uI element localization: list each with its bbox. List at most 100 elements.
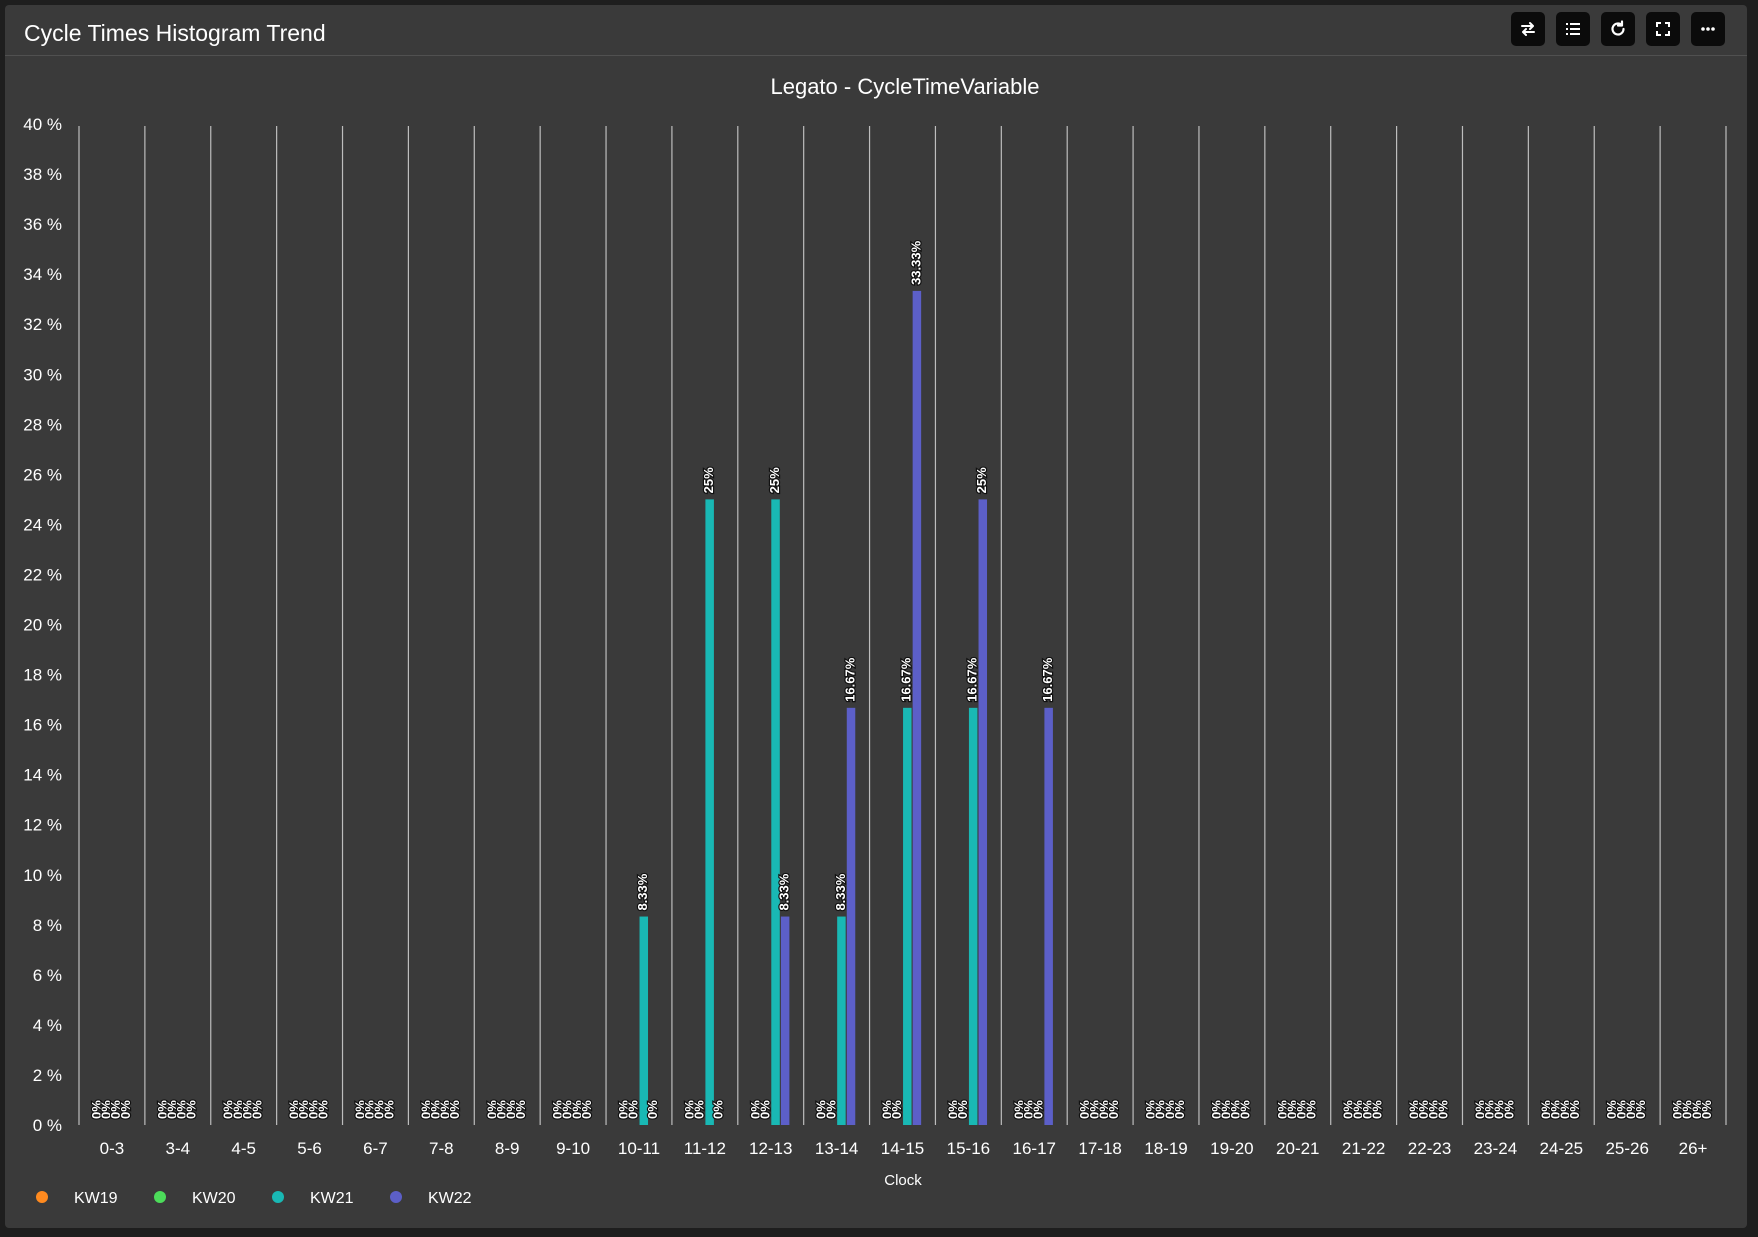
bar[interactable] [968, 707, 978, 1125]
y-tick-label: 28 % [23, 415, 62, 434]
data-label: 0% [1558, 1100, 1573, 1119]
data-label: 0% [880, 1100, 895, 1119]
data-label: 0% [616, 1100, 631, 1119]
bar[interactable] [903, 707, 912, 1125]
more-button[interactable] [1691, 12, 1725, 46]
bar[interactable] [912, 290, 922, 1125]
data-label: 25% [701, 467, 716, 493]
x-tick-label: 23-24 [1474, 1139, 1517, 1158]
legend-item[interactable]: KW19 [36, 1190, 118, 1207]
data-label: 0% [569, 1100, 584, 1119]
y-tick-label: 18 % [23, 666, 62, 685]
x-tick-label: 17-18 [1078, 1139, 1121, 1158]
bar[interactable] [705, 499, 714, 1125]
data-label: 0% [164, 1100, 179, 1119]
data-label: 0% [1604, 1100, 1619, 1119]
x-tick-label: 22-23 [1408, 1139, 1451, 1158]
data-label: 0% [955, 1100, 970, 1119]
data-label: 0% [1030, 1100, 1045, 1119]
data-label: 0% [362, 1100, 377, 1119]
y-tick-label: 10 % [23, 866, 62, 885]
x-tick-label: 11-12 [684, 1139, 726, 1158]
swap-arrows-icon [1521, 22, 1535, 36]
data-label: 0% [691, 1100, 706, 1119]
data-label: 0% [1304, 1100, 1319, 1119]
x-tick-label: 25-26 [1605, 1139, 1648, 1158]
data-label: 0% [1699, 1100, 1714, 1119]
y-tick-label: 22 % [23, 565, 62, 584]
data-label: 0% [1482, 1100, 1497, 1119]
data-label: 0% [1284, 1100, 1299, 1119]
bar[interactable] [780, 916, 790, 1125]
data-label: 0% [240, 1100, 255, 1119]
y-tick-label: 20 % [23, 616, 62, 635]
more-dots-icon [1701, 27, 1715, 31]
data-label: 0% [221, 1100, 236, 1119]
list-button[interactable] [1556, 12, 1590, 46]
data-label: 0% [823, 1100, 838, 1119]
legend-label: KW22 [428, 1190, 472, 1207]
legend-item[interactable]: KW21 [272, 1190, 354, 1207]
x-tick-label: 4-5 [231, 1139, 256, 1158]
data-label: 33.33% [908, 240, 923, 285]
list-icon [1566, 23, 1580, 35]
data-label: 0% [1548, 1100, 1563, 1119]
refresh-button[interactable] [1601, 12, 1635, 46]
x-tick-label: 19-20 [1210, 1139, 1253, 1158]
chart-title: Legato - CycleTimeVariable [770, 74, 1039, 99]
data-label: 0% [626, 1100, 641, 1119]
x-tick-label: 26+ [1679, 1139, 1708, 1158]
data-label: 0% [513, 1100, 528, 1119]
data-label: 0% [296, 1100, 311, 1119]
legend-marker [390, 1191, 402, 1203]
legend-item[interactable]: KW20 [154, 1190, 236, 1207]
data-label: 25% [974, 467, 989, 493]
x-tick-label: 20-21 [1276, 1139, 1319, 1158]
data-label: 0% [503, 1100, 518, 1119]
data-label: 0% [1492, 1100, 1507, 1119]
data-label: 0% [1501, 1100, 1516, 1119]
bar[interactable] [639, 916, 649, 1125]
data-label: 0% [645, 1100, 660, 1119]
y-tick-label: 14 % [23, 766, 62, 785]
legend-item[interactable]: KW22 [390, 1190, 472, 1207]
x-tick-label: 14-15 [881, 1139, 924, 1158]
panel-title: Cycle Times Histogram Trend [24, 20, 326, 46]
legend-label: KW19 [74, 1190, 118, 1207]
y-tick-label: 8 % [33, 916, 62, 935]
data-label: 0% [99, 1100, 114, 1119]
data-label: 16.67% [899, 657, 914, 702]
data-label: 0% [1219, 1100, 1234, 1119]
data-label: 0% [418, 1100, 433, 1119]
bar[interactable] [1044, 707, 1053, 1125]
bar[interactable] [846, 707, 856, 1125]
x-tick-label: 12-13 [749, 1139, 792, 1158]
y-tick-label: 40 % [23, 115, 62, 134]
y-tick-label: 32 % [23, 315, 62, 334]
data-label: 0% [1087, 1100, 1102, 1119]
widget-panel: Cycle Times Histogram Trend [5, 5, 1747, 1228]
y-tick-label: 2 % [33, 1066, 62, 1085]
data-label: 0% [1341, 1100, 1356, 1119]
data-label: 0% [1172, 1100, 1187, 1119]
data-label: 0% [118, 1100, 133, 1119]
swap-button[interactable] [1511, 12, 1545, 46]
bar[interactable] [837, 916, 846, 1125]
data-label: 0% [1077, 1100, 1092, 1119]
x-tick-label: 5-6 [297, 1139, 322, 1158]
data-label: 0% [1416, 1100, 1431, 1119]
data-label: 0% [1472, 1100, 1487, 1119]
data-label: 0% [447, 1100, 462, 1119]
data-label: 0% [560, 1100, 575, 1119]
fullscreen-button[interactable] [1646, 12, 1680, 46]
data-label: 8.33% [635, 873, 650, 910]
bar[interactable] [771, 499, 780, 1125]
data-label: 0% [1538, 1100, 1553, 1119]
data-label: 0% [230, 1100, 245, 1119]
bar[interactable] [978, 499, 988, 1125]
legend-label: KW20 [192, 1190, 236, 1207]
x-tick-label: 16-17 [1013, 1139, 1056, 1158]
x-tick-label: 6-7 [363, 1139, 388, 1158]
data-label: 16.67% [965, 657, 980, 702]
